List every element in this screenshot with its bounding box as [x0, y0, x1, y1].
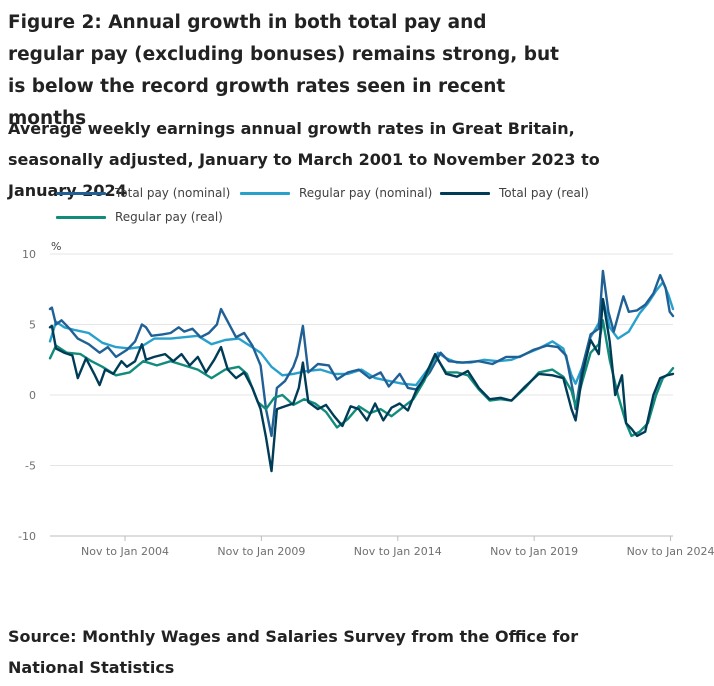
y-tick-label: 10 — [22, 248, 36, 261]
legend-swatch-regular-real — [56, 215, 106, 219]
y-tick-label: -10 — [18, 530, 36, 543]
figure-subtitle: Average weekly earnings annual growth ra… — [8, 119, 600, 200]
legend-label-total-nominal: Total pay (nominal) — [115, 186, 231, 200]
legend-label-regular-nominal: Regular pay (nominal) — [299, 186, 433, 200]
y-tick-label: 5 — [29, 319, 36, 332]
y-tick-label: 0 — [29, 389, 36, 402]
series-line-total-real — [48, 297, 675, 473]
legend-item-regular-nominal[interactable]: Regular pay (nominal) — [240, 186, 432, 200]
x-tick-label: Nov to Jan 2024 — [627, 545, 714, 558]
series-line-regular-nominal — [48, 281, 675, 387]
source-note: Source: Monthly Wages and Salaries Surve… — [8, 627, 579, 677]
x-tick-label: Nov to Jan 2004 — [81, 545, 169, 558]
legend-swatch-total-nominal — [56, 191, 106, 195]
x-tick-label: Nov to Jan 2014 — [354, 545, 442, 558]
legend-item-total-real[interactable]: Total pay (real) — [440, 186, 589, 200]
series-line-total-nominal — [48, 269, 675, 438]
figure-title: Figure 2: Annual growth in both total pa… — [8, 12, 559, 129]
x-tick-label: Nov to Jan 2009 — [217, 545, 305, 558]
legend-item-regular-real[interactable]: Regular pay (real) — [56, 210, 223, 224]
y-axis-unit-label: % — [51, 240, 61, 253]
legend-swatch-regular-nominal — [240, 191, 290, 195]
legend-item-total-nominal[interactable]: Total pay (nominal) — [56, 186, 230, 200]
legend-label-total-real: Total pay (real) — [499, 186, 589, 200]
legend-label-regular-real: Regular pay (real) — [115, 210, 223, 224]
x-tick-label: Nov to Jan 2019 — [490, 545, 578, 558]
line-chart: 10 5 0 -5 -10% Nov to Jan 2004 Nov to Jan 2009… — [18, 240, 714, 558]
y-tick-label: -5 — [25, 460, 36, 473]
legend-swatch-total-real — [440, 191, 490, 195]
